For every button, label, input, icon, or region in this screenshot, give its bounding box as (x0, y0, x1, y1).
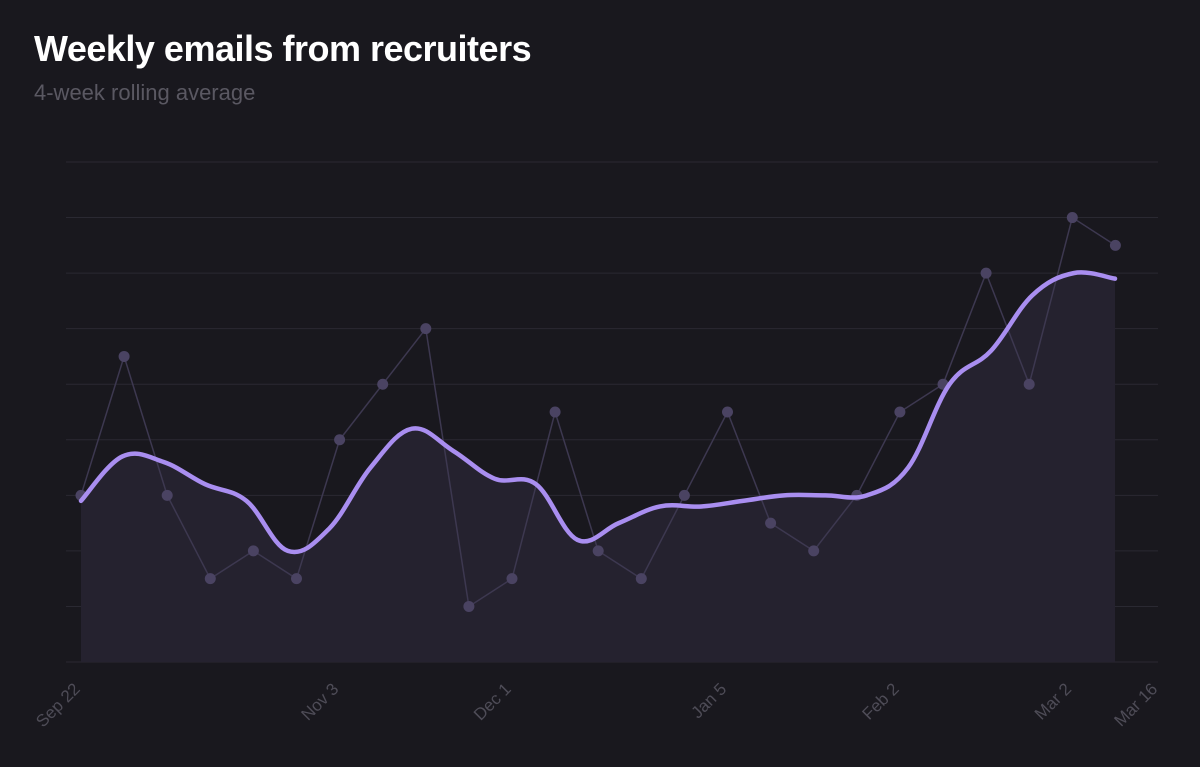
chart-subtitle: 4-week rolling average (34, 80, 256, 105)
average-area (81, 272, 1115, 662)
weekly-emails-point (463, 600, 475, 612)
weekly-emails-point (506, 573, 518, 585)
x-axis-ticks: Sep 22 Nov 3 Dec 1 Jan 5 Feb 2 Mar 2 Mar 16 (32, 679, 1161, 731)
x-tick-label: Jan 5 (687, 679, 730, 722)
weekly-emails-point (1023, 378, 1035, 390)
x-tick-label: Feb 2 (859, 679, 903, 723)
weekly-emails-point (291, 573, 302, 585)
weekly-emails-point (894, 406, 906, 418)
weekly-emails-point (765, 517, 777, 529)
average-area-fill (81, 272, 1115, 662)
weekly-emails-point (592, 545, 604, 557)
weekly-emails-point (334, 434, 346, 446)
weekly-emails-series (75, 212, 1121, 612)
rolling-average-line (78, 270, 1118, 555)
weekly-emails-point (118, 350, 130, 362)
weekly-emails-point (420, 323, 432, 335)
x-tick-label: Mar 16 (1110, 679, 1161, 730)
weekly-emails-point (161, 489, 173, 501)
x-tick-label: Nov 3 (298, 679, 343, 724)
weekly-emails-point (635, 573, 647, 585)
weekly-emails-point (808, 545, 820, 557)
weekly-emails-point (1066, 212, 1078, 224)
x-tick-label: Mar 2 (1031, 679, 1075, 723)
weekly-emails-point (722, 406, 733, 418)
x-tick-label: Dec 1 (470, 679, 515, 724)
weekly-emails-point (980, 267, 992, 279)
rolling-average-series (78, 270, 1118, 555)
weekly-emails-point (377, 378, 389, 390)
x-tick-label: Sep 22 (32, 679, 84, 731)
chart-title: Weekly emails from recruiters (34, 28, 532, 69)
weekly-emails-point (204, 573, 216, 585)
weekly-emails-point (247, 545, 259, 557)
weekly-emails-point (549, 406, 561, 418)
weekly-emails-point (1109, 239, 1121, 251)
weekly-emails-point (678, 489, 690, 501)
